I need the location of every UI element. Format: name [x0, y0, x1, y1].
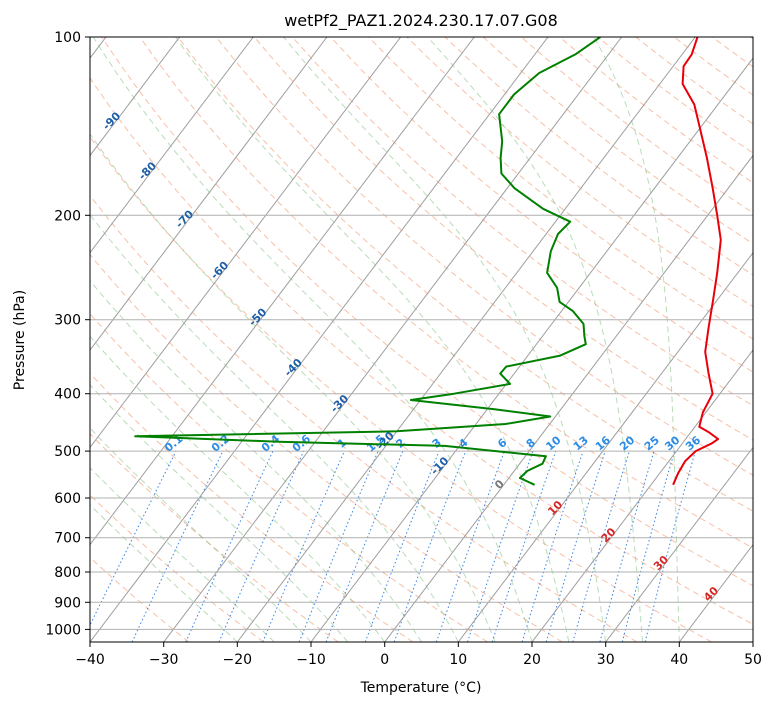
- isotherm-line: [90, 37, 402, 449]
- y-axis-label: Pressure (hPa): [12, 290, 28, 390]
- y-tick-label: 700: [54, 531, 81, 547]
- mixing-ratio-line: [467, 450, 534, 642]
- isotherm-line: [236, 37, 696, 642]
- isobars: [90, 37, 753, 630]
- plot-frame: [89, 36, 754, 643]
- y-axis-ticks: 1000 900 800 700 600 500 400 300 200 100: [45, 30, 90, 638]
- isotherm-line: [310, 57, 753, 642]
- isotherm-line: [90, 37, 254, 254]
- isotherm-line: [90, 37, 181, 157]
- mixing-ratio-line: [621, 450, 676, 642]
- mixing-ratio-line: [262, 450, 345, 642]
- x-tick-label: −40: [75, 652, 105, 668]
- dry-adiabat-line: [177, 37, 753, 512]
- y-tick-label: 800: [54, 565, 81, 581]
- y-tick-label: 1000: [45, 622, 81, 638]
- x-tick-label: 40: [670, 652, 688, 668]
- moist-adiabat-line: [90, 133, 496, 642]
- isotherm-line: [90, 37, 475, 546]
- isotherm-line: [531, 349, 753, 642]
- x-tick-label: 10: [449, 652, 467, 668]
- mixing-ratio-line: [435, 450, 505, 642]
- dry-adiabat-line: [90, 372, 414, 642]
- x-tick-label: −30: [149, 652, 179, 668]
- x-tick-label: −20: [223, 652, 253, 668]
- isotherm-line: [384, 154, 753, 642]
- mixing-ratio-line: [491, 450, 557, 642]
- dry-adiabat-line: [406, 37, 753, 308]
- x-axis-ticks: −40 −30 −20 −10 0 10 20 30 40 50: [75, 642, 762, 668]
- x-tick-label: −10: [296, 652, 326, 668]
- mixing-ratio-line: [521, 450, 584, 642]
- isotherm-line: [605, 446, 753, 642]
- y-tick-label: 400: [54, 387, 81, 403]
- mixing-ratio-line: [364, 450, 440, 642]
- moist-adiabat-line: [90, 504, 238, 642]
- dry-adiabat-line: [90, 136, 712, 642]
- mixing-ratio-line: [298, 450, 379, 642]
- y-tick-label: 600: [54, 491, 81, 507]
- isotherm-line: [90, 37, 328, 351]
- dry-adiabat-line: [292, 37, 753, 407]
- dry-adiabat-line: [215, 37, 753, 476]
- mixing-ratio-line: [218, 450, 305, 642]
- moist-adiabat-line: [92, 37, 533, 642]
- x-tick-label: 20: [523, 652, 541, 668]
- temperature-profile-line: [672, 37, 722, 486]
- moist-adiabat-line: [427, 37, 643, 642]
- moist-adiabat-line: [90, 427, 312, 642]
- mixing-ratio-line: [572, 450, 630, 642]
- dry-adiabat-line: [90, 194, 638, 642]
- isotherms: [90, 37, 753, 642]
- x-tick-label: 50: [744, 652, 762, 668]
- y-tick-label: 500: [54, 444, 81, 460]
- mixing-ratio-line: [90, 450, 177, 627]
- y-tick-label: 200: [54, 208, 81, 224]
- isotherm-line: [457, 251, 753, 642]
- isotherm-line: [163, 37, 623, 642]
- moist-adiabat-line: [283, 37, 607, 642]
- dewpoint-profile-line: [134, 37, 601, 486]
- moist-adiabat-line: [90, 335, 386, 642]
- mixing-ratio-line: [599, 450, 655, 642]
- dry-adiabat-line: [253, 37, 753, 441]
- x-tick-label: 30: [597, 652, 615, 668]
- x-tick-label: 0: [380, 652, 389, 668]
- chart-title: wetPf2_PAZ1.2024.230.17.07.G08: [284, 11, 558, 31]
- y-tick-label: 900: [54, 595, 81, 611]
- sounding-series: [134, 37, 722, 486]
- y-tick-label: 100: [54, 30, 81, 46]
- mixing-ratio-line: [545, 450, 606, 642]
- isotherm-line: [90, 37, 549, 642]
- moist-adiabat-line: [175, 37, 570, 642]
- y-tick-label: 300: [54, 313, 81, 329]
- moist-adiabat-line: [90, 213, 459, 642]
- moist-adiabat-line: [90, 467, 275, 642]
- dry-adiabat-line: [90, 433, 339, 642]
- moist-adiabat-line: [593, 37, 680, 642]
- dry-adiabats: [90, 37, 753, 642]
- mixing-ratio-line: [325, 450, 404, 642]
- x-axis-label: Temperature (°C): [360, 680, 482, 696]
